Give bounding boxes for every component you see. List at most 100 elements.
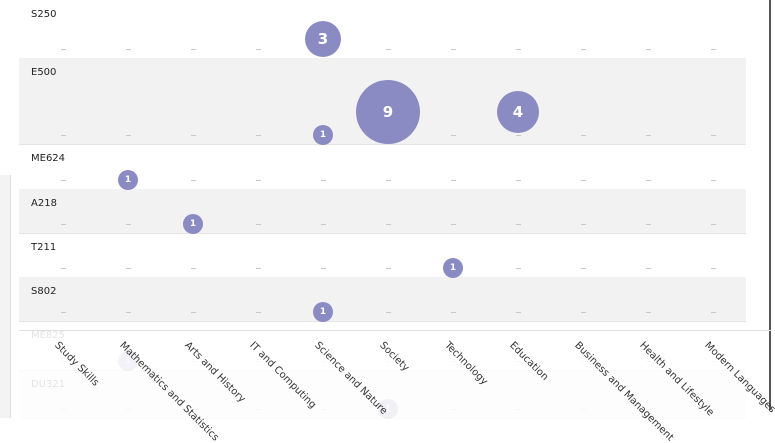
grid-tick [516, 409, 521, 410]
grid-tick [126, 135, 131, 136]
grid-tick [256, 180, 261, 181]
grid-tick [711, 409, 716, 410]
grid-tick [516, 361, 521, 362]
grid-tick [191, 409, 196, 410]
grid-tick [126, 409, 131, 410]
bubble-s802-4[interactable]: 1 [313, 302, 333, 322]
grid-tick [61, 312, 66, 313]
bubble-me624-1[interactable]: 1 [118, 170, 138, 190]
grid-tick [61, 409, 66, 410]
grid-tick [581, 224, 586, 225]
grid-tick [451, 180, 456, 181]
grid-tick [386, 361, 391, 362]
grid-tick [711, 268, 716, 269]
grid-tick [451, 135, 456, 136]
grid-tick [386, 312, 391, 313]
grid-tick [646, 224, 651, 225]
grid-tick [256, 135, 261, 136]
grid-tick [61, 268, 66, 269]
row-s250: S250 [19, 0, 746, 59]
bubble-e500-7[interactable]: 4 [497, 91, 539, 133]
grid-tick [191, 180, 196, 181]
x-axis-line [19, 330, 771, 331]
grid-tick [516, 135, 521, 136]
bubble-du321-5[interactable]: 1 [378, 399, 398, 419]
grid-tick [646, 361, 651, 362]
grid-tick [256, 224, 261, 225]
grid-tick [191, 135, 196, 136]
grid-tick [516, 268, 521, 269]
grid-tick [256, 409, 261, 410]
row-label: DU321 [31, 379, 66, 390]
grid-tick [516, 49, 521, 50]
grid-tick [646, 409, 651, 410]
grid-tick [516, 180, 521, 181]
grid-tick [126, 268, 131, 269]
grid-tick [711, 180, 716, 181]
grid-tick [191, 268, 196, 269]
bubble-s250-4[interactable]: 3 [305, 21, 341, 57]
grid-tick [581, 409, 586, 410]
row-a218: A218 [19, 189, 746, 234]
grid-tick [711, 135, 716, 136]
grid-tick [61, 361, 66, 362]
grid-tick [581, 268, 586, 269]
row-label: E500 [31, 67, 57, 78]
grid-tick [646, 135, 651, 136]
grid-tick [126, 224, 131, 225]
bubble-t211-6[interactable]: 1 [443, 258, 463, 278]
grid-tick [646, 312, 651, 313]
grid-tick [126, 361, 131, 362]
grid-tick [256, 312, 261, 313]
grid-tick [386, 224, 391, 225]
grid-tick [581, 135, 586, 136]
grid-tick [386, 268, 391, 269]
row-label: ME624 [31, 153, 66, 164]
row-t211: T211 [19, 233, 746, 278]
grid-tick [191, 49, 196, 50]
grid-tick [451, 312, 456, 313]
row-label: T211 [31, 242, 57, 253]
grid-tick [126, 312, 131, 313]
grid-tick [321, 180, 326, 181]
row-label: A218 [31, 198, 57, 209]
bubble-a218-2[interactable]: 1 [183, 214, 203, 234]
grid-tick [256, 49, 261, 50]
row-label: ME825 [31, 330, 66, 341]
row-me825: ME825 [19, 321, 746, 371]
grid-tick [386, 180, 391, 181]
grid-tick [646, 49, 651, 50]
grid-tick [581, 361, 586, 362]
scrollbar[interactable] [769, 0, 771, 410]
bubble-e500-5[interactable]: 9 [356, 80, 420, 144]
grid-tick [451, 49, 456, 50]
grid-tick [256, 268, 261, 269]
grid-tick [61, 135, 66, 136]
grid-tick [646, 180, 651, 181]
grid-tick [126, 49, 131, 50]
grid-tick [516, 312, 521, 313]
grid-tick [321, 409, 326, 410]
row-label: S802 [31, 286, 57, 297]
grid-tick [711, 49, 716, 50]
row-label: S250 [31, 9, 57, 20]
grid-tick [386, 409, 391, 410]
grid-tick [581, 49, 586, 50]
grid-tick [711, 224, 716, 225]
grid-tick [321, 224, 326, 225]
bubble-me825-1[interactable]: 1 [118, 351, 138, 371]
grid-tick [61, 224, 66, 225]
grid-tick [451, 361, 456, 362]
grid-tick [451, 224, 456, 225]
grid-tick [646, 268, 651, 269]
grid-tick [61, 180, 66, 181]
grid-tick [516, 224, 521, 225]
row-s802: S802 [19, 277, 746, 322]
grid-tick [191, 361, 196, 362]
grid-tick [451, 409, 456, 410]
side-panel [0, 175, 11, 418]
bubble-e500-4[interactable]: 1 [313, 125, 333, 145]
grid-tick [321, 268, 326, 269]
grid-tick [581, 180, 586, 181]
grid-tick [61, 49, 66, 50]
